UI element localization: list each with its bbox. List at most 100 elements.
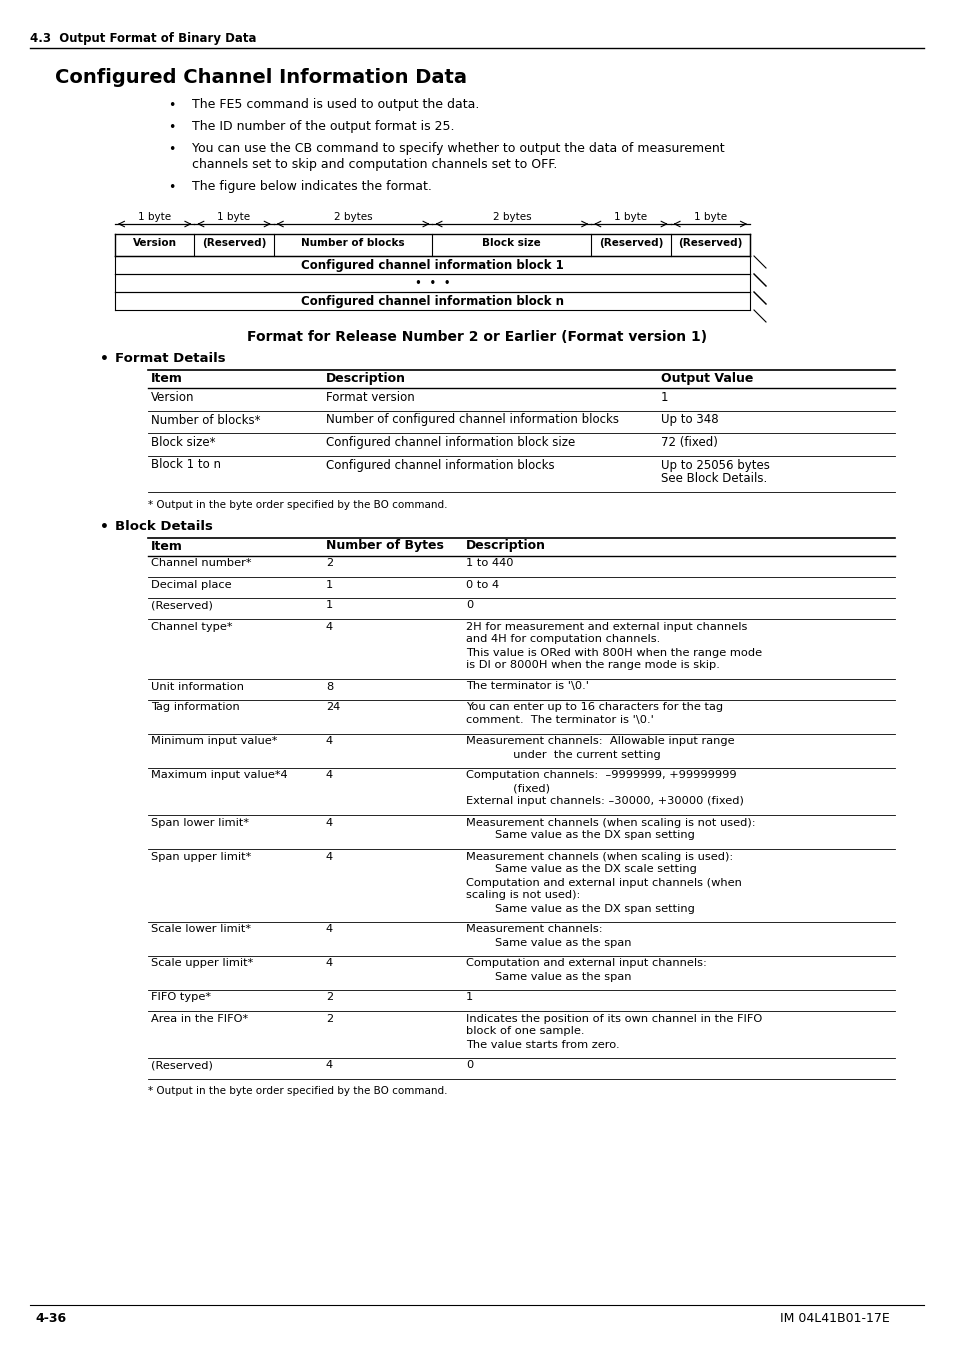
Text: 4: 4 [326, 1061, 333, 1071]
Text: 1 byte: 1 byte [217, 212, 251, 221]
Text: 4: 4 [326, 925, 333, 934]
Text: 2: 2 [326, 559, 333, 568]
Text: Indicates the position of its own channel in the FIFO: Indicates the position of its own channe… [465, 1014, 761, 1023]
Text: Area in the FIFO*: Area in the FIFO* [151, 1014, 248, 1023]
Text: Maximum input value*4: Maximum input value*4 [151, 771, 287, 780]
Text: Number of blocks*: Number of blocks* [151, 413, 260, 427]
Text: Configured Channel Information Data: Configured Channel Information Data [55, 68, 467, 86]
Text: Up to 25056 bytes: Up to 25056 bytes [660, 459, 769, 471]
Text: Version: Version [151, 392, 194, 404]
Text: (Reserved): (Reserved) [202, 238, 266, 248]
Text: 4: 4 [326, 958, 333, 968]
Text: 0 to 4: 0 to 4 [465, 579, 498, 590]
Text: Number of blocks: Number of blocks [301, 238, 404, 248]
Text: 2H for measurement and external input channels: 2H for measurement and external input ch… [465, 621, 746, 632]
Text: Configured channel information block n: Configured channel information block n [301, 296, 563, 308]
Text: 24: 24 [326, 702, 340, 713]
Text: Same value as the DX scale setting: Same value as the DX scale setting [465, 864, 696, 875]
Text: Item: Item [151, 540, 183, 552]
Text: 0: 0 [465, 1061, 473, 1071]
Text: Same value as the span: Same value as the span [465, 937, 631, 948]
Text: 2 bytes: 2 bytes [334, 212, 372, 221]
Text: 1 byte: 1 byte [614, 212, 647, 221]
Text: Block size: Block size [482, 238, 540, 248]
Text: The FE5 command is used to output the data.: The FE5 command is used to output the da… [192, 99, 478, 111]
Text: Same value as the span: Same value as the span [465, 972, 631, 981]
Text: Computation and external input channels:: Computation and external input channels: [465, 958, 706, 968]
Text: Block size*: Block size* [151, 436, 215, 450]
Text: Description: Description [465, 540, 545, 552]
Text: channels set to skip and computation channels set to OFF.: channels set to skip and computation cha… [192, 158, 557, 171]
Text: Scale upper limit*: Scale upper limit* [151, 958, 253, 968]
Text: This value is ORed with 800H when the range mode: This value is ORed with 800H when the ra… [465, 648, 761, 657]
Text: and 4H for computation channels.: and 4H for computation channels. [465, 634, 659, 644]
Text: Configured channel information blocks: Configured channel information blocks [326, 459, 554, 471]
Text: Measurement channels (when scaling is not used):: Measurement channels (when scaling is no… [465, 818, 755, 828]
Text: Number of configured channel information blocks: Number of configured channel information… [326, 413, 618, 427]
Text: See Block Details.: See Block Details. [660, 472, 766, 485]
Text: Minimum input value*: Minimum input value* [151, 737, 277, 747]
Text: 4: 4 [326, 621, 333, 632]
Text: 4: 4 [326, 852, 333, 861]
Text: 72 (fixed): 72 (fixed) [660, 436, 717, 450]
Text: The terminator is '\0.': The terminator is '\0.' [465, 682, 588, 691]
Text: Same value as the DX span setting: Same value as the DX span setting [465, 830, 694, 841]
Text: Measurement channels:: Measurement channels: [465, 925, 602, 934]
Text: 1: 1 [326, 579, 333, 590]
Text: Measurement channels (when scaling is used):: Measurement channels (when scaling is us… [465, 852, 733, 861]
Text: Format Details: Format Details [115, 352, 226, 365]
Text: 2: 2 [326, 1014, 333, 1023]
Text: Same value as the DX span setting: Same value as the DX span setting [465, 903, 694, 914]
Text: You can enter up to 16 characters for the tag: You can enter up to 16 characters for th… [465, 702, 722, 713]
Text: 1: 1 [326, 601, 333, 610]
Text: * Output in the byte order specified by the BO command.: * Output in the byte order specified by … [148, 500, 447, 509]
Text: 1 byte: 1 byte [138, 212, 172, 221]
Text: 4: 4 [326, 818, 333, 828]
Text: is DI or 8000H when the range mode is skip.: is DI or 8000H when the range mode is sk… [465, 660, 720, 671]
Text: •: • [168, 181, 175, 194]
Text: scaling is not used):: scaling is not used): [465, 891, 579, 900]
Text: (Reserved): (Reserved) [151, 601, 213, 610]
Text: Computation and external input channels (when: Computation and external input channels … [465, 878, 741, 887]
Text: IM 04L41B01-17E: IM 04L41B01-17E [780, 1312, 889, 1324]
Text: Version: Version [132, 238, 176, 248]
Text: (fixed): (fixed) [465, 783, 550, 794]
Text: Description: Description [326, 373, 406, 385]
Text: (Reserved): (Reserved) [678, 238, 741, 248]
Text: Channel number*: Channel number* [151, 559, 252, 568]
Text: Unit information: Unit information [151, 682, 244, 691]
Text: 4: 4 [326, 737, 333, 747]
Text: under  the current setting: under the current setting [465, 749, 660, 760]
Text: 1: 1 [660, 392, 668, 404]
Text: •: • [168, 99, 175, 112]
Text: (Reserved): (Reserved) [151, 1061, 213, 1071]
Text: Output Value: Output Value [660, 373, 753, 385]
Text: Span upper limit*: Span upper limit* [151, 852, 251, 861]
Text: •  •  •: • • • [415, 277, 450, 290]
Text: Format for Release Number 2 or Earlier (Format version 1): Format for Release Number 2 or Earlier (… [247, 329, 706, 344]
Text: 8: 8 [326, 682, 333, 691]
Text: Configured channel information block size: Configured channel information block siz… [326, 436, 575, 450]
Text: Measurement channels:  Allowable input range: Measurement channels: Allowable input ra… [465, 737, 734, 747]
Text: The figure below indicates the format.: The figure below indicates the format. [192, 180, 432, 193]
Text: block of one sample.: block of one sample. [465, 1026, 584, 1037]
Text: 2: 2 [326, 992, 333, 1003]
Text: •: • [100, 520, 109, 533]
Text: Computation channels:  –9999999, +99999999: Computation channels: –9999999, +9999999… [465, 771, 736, 780]
Text: Number of Bytes: Number of Bytes [326, 540, 443, 552]
Text: Channel type*: Channel type* [151, 621, 233, 632]
Text: 2 bytes: 2 bytes [492, 212, 531, 221]
Text: You can use the CB command to specify whether to output the data of measurement: You can use the CB command to specify wh… [192, 142, 724, 155]
Text: •: • [168, 143, 175, 157]
Text: 0: 0 [465, 601, 473, 610]
Text: Scale lower limit*: Scale lower limit* [151, 925, 251, 934]
Text: Block 1 to n: Block 1 to n [151, 459, 221, 471]
Text: FIFO type*: FIFO type* [151, 992, 211, 1003]
Text: 4: 4 [326, 771, 333, 780]
Text: 1 to 440: 1 to 440 [465, 559, 513, 568]
Text: The value starts from zero.: The value starts from zero. [465, 1040, 619, 1049]
Text: 1 byte: 1 byte [693, 212, 726, 221]
Text: 1: 1 [465, 992, 473, 1003]
Text: •: • [100, 352, 109, 366]
Text: * Output in the byte order specified by the BO command.: * Output in the byte order specified by … [148, 1087, 447, 1096]
